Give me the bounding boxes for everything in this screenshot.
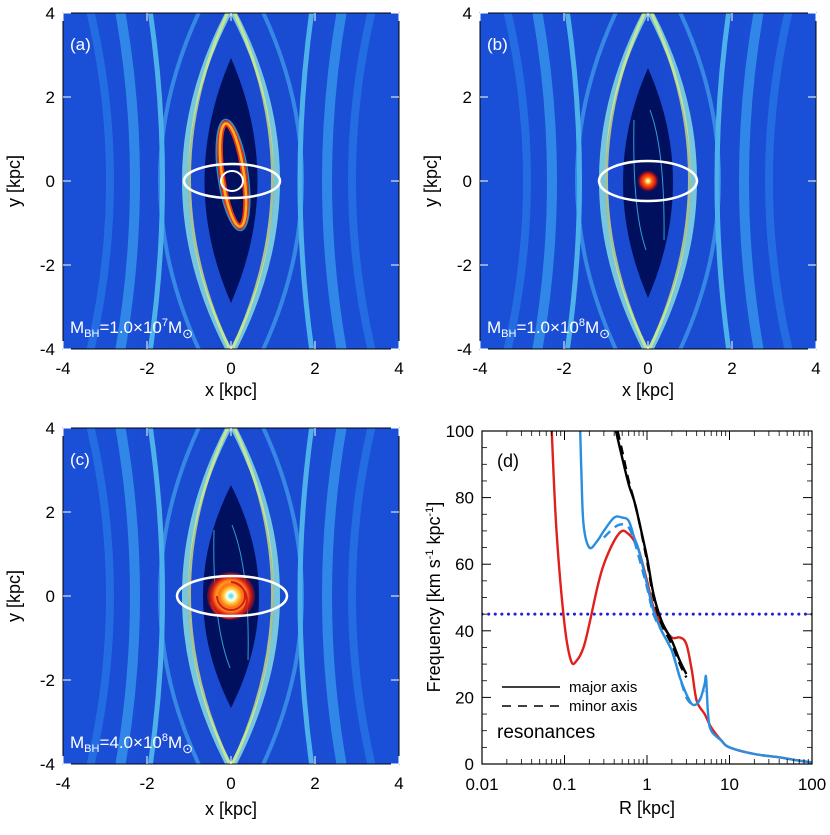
density-map-c bbox=[63, 428, 399, 764]
series-line-omega-minor-axis bbox=[616, 431, 688, 678]
x-tick-label: 0.01 bbox=[465, 775, 498, 794]
y-tick-label: 40 bbox=[455, 622, 474, 641]
axes-d: 0.01 0.1 1 10 100 0 20 40 60 80 100 bbox=[446, 422, 827, 794]
x-tick-label: 2 bbox=[310, 359, 319, 378]
series-line-omega-kappa-2-major-axis-blue- bbox=[579, 431, 812, 764]
legend-resonances: resonances bbox=[497, 722, 595, 743]
y-tick-label: 4 bbox=[46, 4, 55, 23]
ylabel-c: y [kpc] bbox=[4, 570, 24, 622]
ylabel-a: y [kpc] bbox=[4, 155, 24, 207]
nuclear-spiral bbox=[210, 581, 248, 619]
x-tick-label: 2 bbox=[727, 359, 736, 378]
series-line-omega-kappa-2-minor-axis-blue-dashed- bbox=[603, 523, 706, 707]
xlabel-a: x [kpc] bbox=[205, 380, 257, 400]
y-tick-label: 80 bbox=[455, 489, 474, 508]
mass-label-b: MBH=1.0×108M⊙ bbox=[487, 317, 610, 341]
y-tick-label: -4 bbox=[40, 340, 55, 359]
ylabel-d: Frequency [km s-1 kpc-1] bbox=[424, 502, 444, 693]
panel-c: (c) MBH=4.0×108M⊙ -4 -2 0 2 4 -4 -2 0 2 4 x [kpc]… bbox=[4, 419, 404, 819]
resonance-ellipse bbox=[175, 574, 289, 618]
y-tick-label: -2 bbox=[40, 671, 55, 690]
panel-b: (b) MBH=1.0×108M⊙ -4 -2 0 2 4 -4 -2 0 2 4 x [kpc]… bbox=[421, 4, 821, 400]
shock-filaments bbox=[86, 428, 376, 764]
nuclear-disk-c bbox=[207, 572, 255, 620]
density-map-b bbox=[480, 13, 816, 349]
x-tick-label: 0 bbox=[226, 359, 235, 378]
y-tick-label: 0 bbox=[463, 172, 472, 191]
panel-d: 0.01 0.1 1 10 100 0 20 40 60 80 100 (d) major axis… bbox=[424, 422, 826, 818]
series-group bbox=[482, 431, 812, 764]
x-tick-label: 0 bbox=[643, 359, 652, 378]
x-tick-label: 10 bbox=[720, 775, 739, 794]
y-tick-label: 0 bbox=[465, 755, 474, 774]
xlabel-d: R [kpc] bbox=[619, 798, 675, 818]
x-tick-label: -4 bbox=[55, 359, 70, 378]
resonance-ellipse-outer bbox=[182, 162, 282, 200]
y-tick-label: -2 bbox=[40, 256, 55, 275]
legend-major-axis: major axis bbox=[569, 679, 637, 696]
x-tick-label: 4 bbox=[811, 359, 820, 378]
ylabel-b: y [kpc] bbox=[421, 155, 441, 207]
xlabel-b: x [kpc] bbox=[622, 380, 674, 400]
panel-letter-b: (b) bbox=[487, 35, 508, 54]
resonance-ellipse bbox=[597, 159, 699, 203]
shock-filaments bbox=[503, 13, 793, 349]
y-tick-label: 2 bbox=[463, 88, 472, 107]
y-tick-label: 0 bbox=[46, 172, 55, 191]
panel-a: (a) MBH=1.0×107M⊙ -4 -2 0 2 4 -4 -2 0 2 4 x [kpc]… bbox=[4, 4, 404, 400]
x-tick-label: -2 bbox=[139, 359, 154, 378]
axes-c: -4 -2 0 2 4 -4 -2 0 2 4 bbox=[40, 419, 404, 793]
y-tick-label: 2 bbox=[46, 88, 55, 107]
dust-lane bbox=[633, 119, 647, 251]
shock-filaments bbox=[86, 13, 376, 349]
mass-label-c: MBH=4.0×108M⊙ bbox=[70, 732, 193, 756]
density-map-a bbox=[63, 13, 399, 349]
y-tick-label: 20 bbox=[455, 688, 474, 707]
x-tick-label: 1 bbox=[642, 775, 651, 794]
y-tick-label: -2 bbox=[457, 256, 472, 275]
y-tick-label: 100 bbox=[446, 422, 474, 441]
legend-minor-axis: minor axis bbox=[569, 698, 637, 715]
y-tick-label: 0 bbox=[46, 587, 55, 606]
panel-letter-c: (c) bbox=[70, 450, 90, 469]
y-tick-label: 4 bbox=[463, 4, 472, 23]
x-tick-label: -2 bbox=[556, 359, 571, 378]
x-tick-label: 0 bbox=[226, 774, 235, 793]
x-tick-label: 2 bbox=[310, 774, 319, 793]
x-tick-label: 100 bbox=[798, 775, 826, 794]
y-tick-label: 60 bbox=[455, 555, 474, 574]
resonance-ellipse-inner bbox=[220, 170, 244, 192]
plot-area-d bbox=[482, 431, 812, 764]
x-tick-label: -4 bbox=[472, 359, 487, 378]
axes-a: -4 -2 0 2 4 -4 -2 0 2 4 bbox=[40, 4, 404, 378]
x-tick-label: 0.1 bbox=[553, 775, 577, 794]
bar-cavity bbox=[204, 58, 258, 303]
x-tick-label: -2 bbox=[139, 774, 154, 793]
y-tick-label: 2 bbox=[46, 503, 55, 522]
mass-label-a: MBH=1.0×107M⊙ bbox=[70, 317, 193, 341]
series-line-omega-major-axis bbox=[614, 431, 688, 675]
y-tick-label: -4 bbox=[457, 340, 472, 359]
panel-letter-a: (a) bbox=[70, 35, 91, 54]
x-tick-label: 4 bbox=[394, 359, 403, 378]
xlabel-c: x [kpc] bbox=[205, 799, 257, 819]
axes-b: -4 -2 0 2 4 -4 -2 0 2 4 bbox=[457, 4, 821, 378]
x-tick-label: 4 bbox=[394, 774, 403, 793]
panel-letter-d: (d) bbox=[497, 451, 519, 471]
y-tick-label: 4 bbox=[46, 419, 55, 438]
y-tick-label: -4 bbox=[40, 755, 55, 774]
legend: major axis minor axis resonances bbox=[497, 679, 637, 743]
nuclear-disk-b bbox=[637, 170, 659, 192]
x-tick-label: -4 bbox=[55, 774, 70, 793]
